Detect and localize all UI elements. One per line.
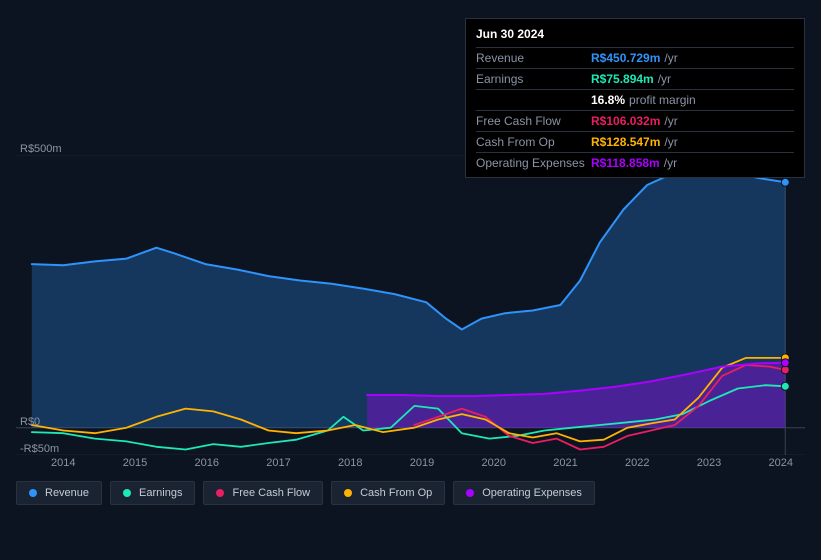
tooltip-row: Free Cash FlowR$106.032m/yr bbox=[476, 111, 794, 132]
tooltip-row-label: Earnings bbox=[476, 72, 591, 86]
legend-dot-icon bbox=[29, 489, 37, 497]
legend-label: Free Cash Flow bbox=[232, 487, 310, 499]
x-tick-label: 2016 bbox=[195, 457, 219, 469]
tooltip-row-label: Cash From Op bbox=[476, 135, 591, 149]
legend-dot-icon bbox=[466, 489, 474, 497]
x-axis: 2014 2015 2016 2017 2018 2019 2020 2021 2022 2023… bbox=[16, 457, 805, 469]
x-tick-label: 2020 bbox=[482, 457, 506, 469]
y-tick-label: -R$50m bbox=[20, 443, 59, 455]
tooltip-row-suffix: /yr bbox=[664, 135, 677, 149]
tooltip-row-suffix: /yr bbox=[664, 156, 677, 170]
x-tick-label: 2021 bbox=[553, 457, 577, 469]
legend-label: Cash From Op bbox=[360, 487, 432, 499]
tooltip-date: Jun 30 2024 bbox=[476, 25, 794, 48]
legend-item-revenue[interactable]: Revenue bbox=[16, 481, 102, 505]
legend-dot-icon bbox=[123, 489, 131, 497]
legend-item-earnings[interactable]: Earnings bbox=[110, 481, 195, 505]
tooltip-row-suffix: /yr bbox=[664, 51, 677, 65]
tooltip-row-suffix: /yr bbox=[664, 114, 677, 128]
tooltip-box: Jun 30 2024 RevenueR$450.729m/yrEarnings… bbox=[465, 18, 805, 178]
legend-label: Revenue bbox=[45, 487, 89, 499]
tooltip-row-value: R$75.894m bbox=[591, 72, 654, 86]
chart-area: R$500mR$0-R$50m 201420152016201720182019… bbox=[16, 155, 805, 505]
legend-dot-icon bbox=[216, 489, 224, 497]
x-tick-label: 2018 bbox=[338, 457, 362, 469]
tooltip-row-label: Operating Expenses bbox=[476, 156, 591, 170]
tooltip-row-value: R$118.858m bbox=[591, 156, 660, 170]
tooltip-row: Cash From OpR$128.547m/yr bbox=[476, 132, 794, 153]
x-tick-label: 2015 bbox=[123, 457, 147, 469]
x-tick-label: 2023 bbox=[697, 457, 721, 469]
tooltip-row-value: R$450.729m bbox=[591, 51, 660, 65]
tooltip-row: Operating ExpensesR$118.858m/yr bbox=[476, 153, 794, 173]
tooltip-row: EarningsR$75.894m/yr bbox=[476, 69, 794, 90]
x-tick-label: 2024 bbox=[769, 457, 793, 469]
tooltip-margin-pct: 16.8% bbox=[591, 93, 625, 107]
legend-label: Operating Expenses bbox=[482, 487, 582, 499]
chart-svg bbox=[16, 155, 805, 455]
legend: Revenue Earnings Free Cash Flow Cash From O… bbox=[16, 481, 595, 505]
tooltip-row-label: Free Cash Flow bbox=[476, 114, 591, 128]
tooltip-row: RevenueR$450.729m/yr bbox=[476, 48, 794, 69]
tooltip-row-label: Revenue bbox=[476, 51, 591, 65]
tooltip-margin-row: 16.8% profit margin bbox=[476, 90, 794, 111]
y-tick-label: R$0 bbox=[20, 416, 40, 428]
legend-dot-icon bbox=[344, 489, 352, 497]
legend-item-operating-expenses[interactable]: Operating Expenses bbox=[453, 481, 595, 505]
x-tick-label: 2019 bbox=[410, 457, 434, 469]
legend-item-cash-from-op[interactable]: Cash From Op bbox=[331, 481, 445, 505]
x-tick-label: 2017 bbox=[266, 457, 290, 469]
tooltip-row-suffix: /yr bbox=[658, 72, 671, 86]
legend-label: Earnings bbox=[139, 487, 182, 499]
x-tick-label: 2014 bbox=[51, 457, 75, 469]
tooltip-row-value: R$128.547m bbox=[591, 135, 660, 149]
legend-item-free-cash-flow[interactable]: Free Cash Flow bbox=[203, 481, 323, 505]
tooltip-row-value: R$106.032m bbox=[591, 114, 660, 128]
tooltip-margin-text: profit margin bbox=[629, 93, 696, 107]
y-tick-label: R$500m bbox=[20, 143, 62, 155]
x-tick-label: 2022 bbox=[625, 457, 649, 469]
